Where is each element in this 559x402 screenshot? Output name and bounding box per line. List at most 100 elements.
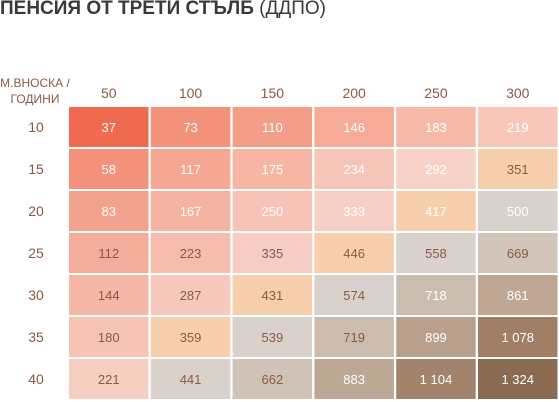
heatmap-cell bbox=[232, 149, 313, 189]
heatmap-cell bbox=[396, 317, 476, 357]
heatmap-cell bbox=[69, 149, 149, 189]
cell-value-label: 899 bbox=[425, 330, 447, 345]
heatmap-cell bbox=[478, 317, 558, 357]
cell-value-label: 574 bbox=[343, 288, 365, 303]
chart-title: ПЕНСИЯ ОТ ТРЕТИ СТЪЛБ (ДДПО) bbox=[0, 0, 326, 22]
cell-value-label: 441 bbox=[180, 372, 202, 387]
cell-value-label: 359 bbox=[180, 330, 202, 345]
cell-value-label: 292 bbox=[425, 162, 447, 177]
chart-title-suffix: (ДДПО) bbox=[253, 0, 326, 19]
corner-label-line: М.ВНОСКА / bbox=[0, 76, 70, 90]
cell-value-label: 37 bbox=[102, 120, 116, 135]
cell-value-label: 500 bbox=[507, 204, 529, 219]
cell-value-label: 287 bbox=[180, 288, 202, 303]
cell-value-label: 183 bbox=[425, 120, 447, 135]
cell-value-label: 112 bbox=[98, 246, 119, 261]
heatmap-cell bbox=[314, 233, 394, 273]
heatmap-cell bbox=[232, 275, 313, 315]
heatmap-cell bbox=[314, 149, 394, 189]
heatmap-cell bbox=[478, 149, 558, 189]
heatmap-cell bbox=[69, 107, 149, 147]
heatmap-cell bbox=[478, 107, 558, 147]
cell-value-label: 234 bbox=[343, 162, 365, 177]
heatmap-cell bbox=[232, 191, 313, 231]
cell-value-label: 219 bbox=[507, 120, 529, 135]
cell-value-label: 144 bbox=[98, 288, 120, 303]
heatmap-cell bbox=[478, 233, 558, 273]
corner-label-line: ГОДИНИ bbox=[11, 92, 60, 106]
heatmap-cell bbox=[478, 275, 558, 315]
heatmap-cell bbox=[69, 191, 149, 231]
column-labels: 50 100 150 200 250 300 bbox=[101, 85, 530, 101]
column-label: 250 bbox=[424, 85, 448, 101]
heatmap-cell bbox=[150, 191, 231, 231]
heatmap-cell bbox=[396, 359, 476, 399]
row-label: 15 bbox=[28, 161, 44, 177]
heatmap-cell bbox=[232, 107, 313, 147]
cell-value-label: 1 078 bbox=[501, 330, 534, 345]
row-label: 30 bbox=[28, 287, 44, 303]
cell-value-label: 662 bbox=[261, 372, 283, 387]
cell-value-label: 110 bbox=[262, 120, 283, 135]
heatmap-cell bbox=[314, 317, 394, 357]
heatmap-cell bbox=[150, 359, 231, 399]
row-label: 10 bbox=[28, 119, 44, 135]
cell-value-label: 669 bbox=[507, 246, 529, 261]
row-labels: 10 15 20 25 30 35 40 bbox=[28, 119, 44, 387]
cell-value-label: 539 bbox=[261, 330, 283, 345]
cell-value-label: 250 bbox=[261, 204, 283, 219]
cell-value-label: 558 bbox=[425, 246, 447, 261]
heatmap-cell bbox=[232, 233, 313, 273]
cell-value-label: 167 bbox=[180, 204, 202, 219]
cell-value-label: 146 bbox=[343, 120, 365, 135]
heatmap-cell bbox=[150, 233, 231, 273]
cell-value-label: 221 bbox=[98, 372, 120, 387]
cell-value-label: 351 bbox=[507, 162, 529, 177]
corner-label: М.ВНОСКА / ГОДИНИ bbox=[0, 76, 70, 106]
heatmap-cell bbox=[314, 275, 394, 315]
heatmap-cell bbox=[478, 359, 558, 399]
heatmap-cell bbox=[396, 191, 476, 231]
heatmap-cell bbox=[69, 359, 149, 399]
heatmap-cell bbox=[396, 149, 476, 189]
column-label: 50 bbox=[101, 85, 117, 101]
cell-value-label: 446 bbox=[343, 246, 365, 261]
column-label: 150 bbox=[261, 85, 285, 101]
heatmap-cell bbox=[150, 317, 231, 357]
heatmap-cell bbox=[232, 359, 313, 399]
heatmap-cell bbox=[69, 317, 149, 357]
heatmap-cells: 37 73 110 146 183 219 58 117 175 234 292 351 83 167 25… bbox=[69, 107, 558, 399]
heatmap-cell bbox=[150, 107, 231, 147]
cell-value-label: 175 bbox=[261, 162, 283, 177]
heatmap-cell bbox=[314, 191, 394, 231]
cell-value-label: 73 bbox=[183, 120, 197, 135]
cell-value-label: 861 bbox=[507, 288, 529, 303]
heatmap-cell bbox=[150, 149, 231, 189]
cell-value-label: 333 bbox=[343, 204, 365, 219]
heatmap-cell bbox=[232, 317, 313, 357]
heatmap-cell bbox=[150, 275, 231, 315]
heatmap-cell bbox=[478, 191, 558, 231]
heatmap-cell bbox=[396, 275, 476, 315]
heatmap-cell bbox=[314, 107, 394, 147]
heatmap-cell bbox=[396, 233, 476, 273]
cell-value-label: 117 bbox=[180, 162, 201, 177]
cell-value-label: 719 bbox=[343, 330, 365, 345]
cell-value-label: 83 bbox=[102, 204, 116, 219]
cell-value-label: 1 104 bbox=[420, 372, 453, 387]
cell-value-label: 58 bbox=[102, 162, 116, 177]
cell-value-label: 1 324 bbox=[501, 372, 534, 387]
column-label: 300 bbox=[506, 85, 530, 101]
cell-value-label: 180 bbox=[98, 330, 120, 345]
heatmap-cell bbox=[69, 275, 149, 315]
row-label: 20 bbox=[28, 203, 44, 219]
column-label: 100 bbox=[179, 85, 203, 101]
cell-value-label: 335 bbox=[261, 246, 283, 261]
cell-value-label: 431 bbox=[261, 288, 283, 303]
chart-title-bold: ПЕНСИЯ ОТ ТРЕТИ СТЪЛБ bbox=[0, 0, 254, 19]
row-label: 40 bbox=[28, 371, 44, 387]
cell-value-label: 417 bbox=[425, 204, 447, 219]
cell-value-label: 883 bbox=[343, 372, 365, 387]
heatmap-cell bbox=[69, 233, 149, 273]
